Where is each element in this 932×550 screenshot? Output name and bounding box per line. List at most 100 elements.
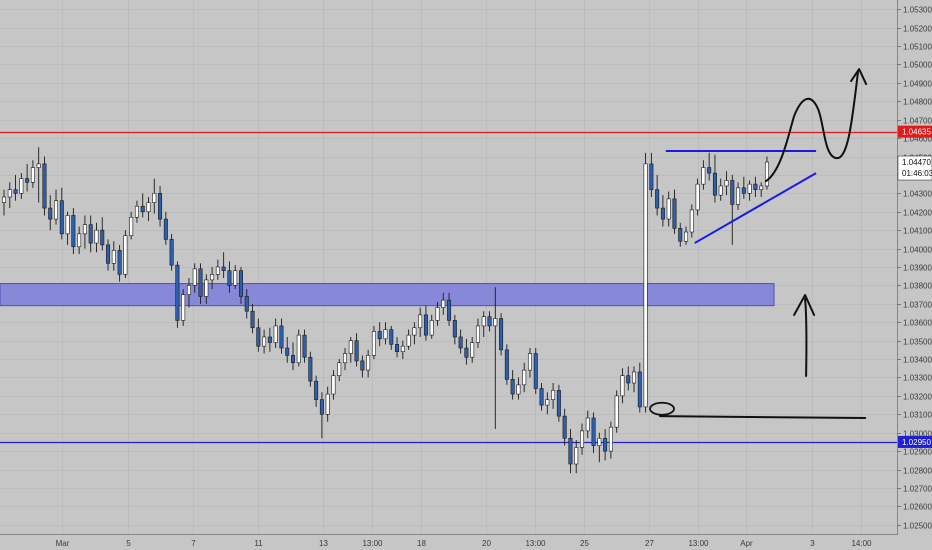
candle-body-up <box>296 334 301 364</box>
candle-body-down <box>302 334 307 358</box>
bar-countdown: 01:46:03 <box>902 169 932 178</box>
candle-body-down <box>314 380 319 400</box>
candle-body-down <box>660 207 665 220</box>
candle <box>233 265 238 290</box>
candle <box>620 368 625 404</box>
candle-body-up <box>597 437 602 446</box>
candle <box>695 178 700 216</box>
candle-body-down <box>175 264 180 321</box>
candle <box>545 392 550 415</box>
resistance-price-badge <box>898 125 932 138</box>
candle <box>626 366 631 391</box>
x-tick-label: 27 <box>645 539 654 548</box>
y-tick-label: 1.03800 <box>903 282 932 291</box>
candle-body-up <box>585 417 590 432</box>
candle-body-down <box>447 299 452 321</box>
candle-body-up <box>400 345 405 353</box>
candle <box>418 307 423 337</box>
candle-body-up <box>718 185 723 196</box>
x-tick-label: 25 <box>580 539 589 548</box>
candle <box>608 421 613 459</box>
candle <box>290 342 295 371</box>
candle-body-down <box>106 244 111 264</box>
candle <box>13 174 18 201</box>
candle-body-up <box>747 183 752 194</box>
candle <box>129 211 134 240</box>
candle <box>77 226 82 255</box>
candle <box>603 429 608 461</box>
candle-body-up <box>94 229 99 244</box>
price-axis[interactable]: 1.02500 1.02600 1.02700 1.02800 1.02900 1.030… <box>897 0 932 550</box>
candle-body-down <box>285 347 290 356</box>
candle <box>25 163 30 192</box>
candle-body-up <box>666 198 671 220</box>
candle <box>574 440 579 474</box>
y-tick-label: 1.03300 <box>903 374 932 383</box>
candle <box>256 318 261 352</box>
candle-body-up <box>551 390 556 400</box>
candle <box>267 327 272 352</box>
candle-body-up <box>614 395 619 428</box>
candle-body-up <box>684 231 689 242</box>
resistance-price-label: 1.04635 <box>902 128 931 137</box>
candle <box>614 390 619 433</box>
candle <box>348 336 353 363</box>
candle <box>684 226 689 245</box>
candle <box>331 370 336 400</box>
candle-body-up <box>1 196 7 203</box>
candle <box>65 211 70 245</box>
candle <box>533 348 538 395</box>
candle-body-down <box>256 327 261 347</box>
candle-body-down <box>591 417 596 446</box>
y-tick-label: 1.04800 <box>903 98 932 107</box>
candle-body-down <box>626 375 631 384</box>
candle-body-up <box>608 426 613 452</box>
candle-body-down <box>308 356 313 382</box>
candle-body-down <box>458 336 463 349</box>
candle-body-up <box>36 163 41 168</box>
candle <box>499 313 504 356</box>
candle-body-up <box>54 200 59 220</box>
candle <box>562 408 567 446</box>
candle <box>568 429 573 474</box>
candle <box>452 314 457 345</box>
candle <box>302 329 307 363</box>
candle <box>429 314 434 339</box>
last-price-label: 1.04470 <box>902 158 931 167</box>
candle <box>423 305 428 341</box>
candle-body-down <box>649 163 654 190</box>
candle-body-up <box>522 369 527 386</box>
candle <box>325 386 330 422</box>
candle-body-down <box>562 415 567 439</box>
candle <box>383 322 388 345</box>
candle <box>146 197 151 221</box>
candle <box>221 252 226 279</box>
candle <box>296 329 301 367</box>
candle <box>736 182 741 210</box>
candle <box>579 423 584 455</box>
candle <box>666 191 671 227</box>
candle-body-up <box>470 342 475 358</box>
candle-body-down <box>707 167 712 174</box>
candle-body-up <box>233 270 238 286</box>
candle-body-up <box>181 294 186 321</box>
candle <box>759 182 764 198</box>
x-tick-label: 13:00 <box>525 539 546 548</box>
time-axis[interactable]: Mar 5 7 11 13 13:00 18 20 13:00 25 27 13:00 Apr 3 14:0… <box>0 534 898 550</box>
x-tick-label: Mar <box>56 539 70 548</box>
candle <box>36 147 41 203</box>
candle-body-up <box>574 447 579 465</box>
candle <box>366 349 371 378</box>
x-tick-label: 14:00 <box>851 539 872 548</box>
candle-body-down <box>487 316 492 327</box>
y-tick-label: 1.04700 <box>903 117 932 126</box>
x-tick-label: 20 <box>482 539 491 548</box>
candle-body-down <box>25 178 30 183</box>
candle-body-down <box>227 270 232 286</box>
candle-body-down <box>539 388 544 406</box>
candle <box>412 322 417 345</box>
candle <box>134 200 139 223</box>
candle-body-down <box>13 189 18 194</box>
candle-body-up <box>701 167 706 185</box>
